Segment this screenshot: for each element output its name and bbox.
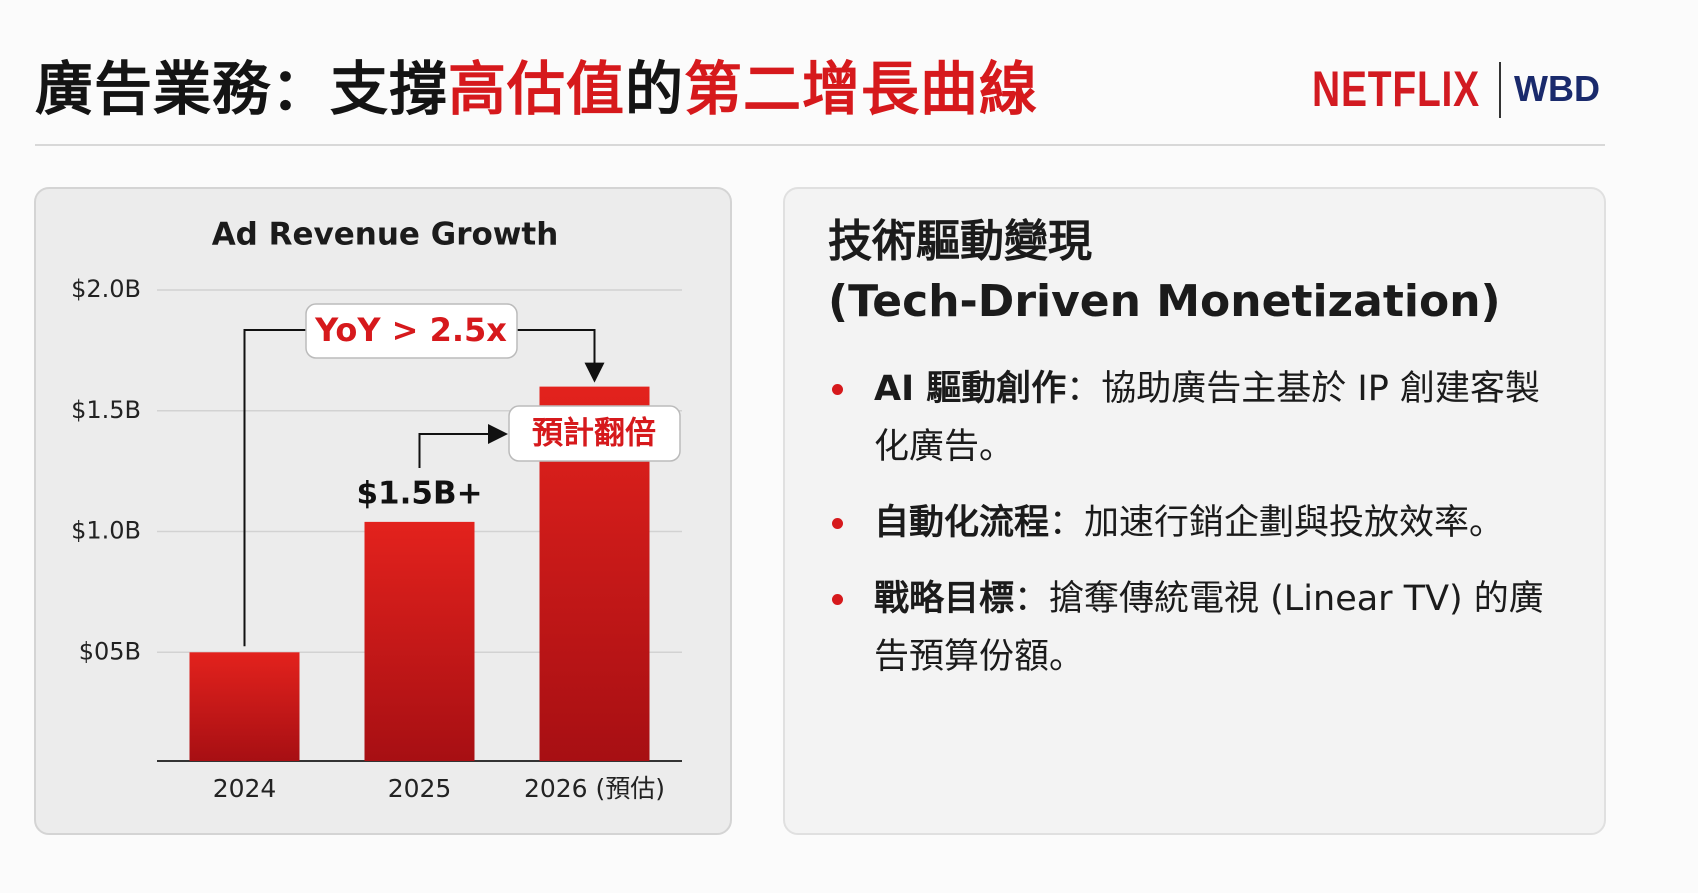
annotation: $1.5B+ bbox=[356, 476, 482, 512]
bullet-text: ：搶奪傳統電視 (Linear TV) 的廣告預算份額。 bbox=[874, 579, 1544, 677]
heading-line: 技術驅動變現 bbox=[828, 216, 1092, 267]
bullet: 戰略目標：搶奪傳統電視 (Linear TV) 的廣告預算份額。 bbox=[828, 570, 1564, 686]
x-tick-label: 2026 (預估) bbox=[524, 774, 665, 803]
annotation-box bbox=[305, 303, 518, 359]
bullet-label: AI 驅動創作 bbox=[874, 369, 1067, 409]
bullet-label: 自動化流程 bbox=[874, 503, 1050, 543]
title-segment: 第二增長曲線 bbox=[684, 55, 1039, 123]
bullet-dot bbox=[832, 384, 843, 395]
y-tick-label: $1.0B bbox=[71, 517, 141, 545]
logo-separator bbox=[1499, 62, 1501, 118]
heading-line: (Tech-Driven Monetization) bbox=[828, 276, 1501, 327]
text-panel: 技術驅動變現 (Tech-Driven Monetization) AI 驅動創作… bbox=[828, 212, 1588, 704]
title-segment: 廣告業務：支撐 bbox=[35, 55, 449, 123]
annotation-box bbox=[508, 405, 681, 462]
chart: Ad Revenue Growth $05B $1.0B $1.5B $2.0B 2024… bbox=[71, 217, 682, 803]
title-segment: 高估值 bbox=[448, 55, 626, 123]
bullet: AI 驅動創作：協助廣告主基於 IP 創建客製化廣告。 bbox=[828, 360, 1564, 476]
annotation-arrow bbox=[418, 424, 508, 468]
bullet-label: 戰略目標 bbox=[874, 579, 1015, 619]
bar bbox=[364, 521, 475, 761]
annotation: YoY > 2.5x bbox=[314, 311, 507, 349]
page-title: 廣告業務：支撐高估值的第二增長曲線 bbox=[35, 42, 1038, 126]
logo-netflix: NETFLIX bbox=[1312, 61, 1480, 117]
bullet-text: ：協助廣告主基於 IP 創建客製化廣告。 bbox=[874, 369, 1540, 467]
y-tick-label: $05B bbox=[79, 637, 141, 665]
bullet-dot bbox=[832, 518, 843, 529]
annotation-arrow bbox=[243, 329, 595, 647]
x-tick-label: 2024 bbox=[213, 774, 277, 803]
bullet-dot bbox=[832, 594, 843, 605]
chart-title: Ad Revenue Growth bbox=[212, 217, 559, 253]
y-tick-label: $1.5B bbox=[71, 396, 141, 424]
bullet-list: AI 驅動創作：協助廣告主基於 IP 創建客製化廣告。自動化流程：加速行銷企劃與… bbox=[828, 360, 1588, 686]
annotation: 預計翻倍 bbox=[532, 416, 656, 452]
bullet-text: ：加速行銷企劃與投放效率。 bbox=[1049, 503, 1505, 543]
x-tick-label: 2025 bbox=[388, 774, 452, 803]
logo-wbd: WBD bbox=[1514, 68, 1600, 109]
bar bbox=[189, 652, 300, 761]
title-segment: 的 bbox=[625, 55, 685, 123]
text-card bbox=[783, 187, 1606, 835]
bullet: 自動化流程：加速行銷企劃與投放效率。 bbox=[828, 494, 1564, 552]
y-tick-label: $2.0B bbox=[71, 275, 141, 303]
panel-heading: 技術驅動變現 (Tech-Driven Monetization) bbox=[828, 212, 1588, 332]
